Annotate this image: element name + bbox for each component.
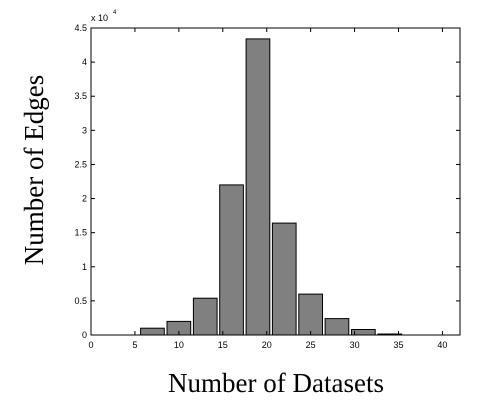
- bar: [324, 318, 350, 336]
- y-multiplier-exponent: 4: [113, 10, 117, 16]
- x-tick-label: 10: [174, 340, 184, 350]
- x-tick-label: 0: [88, 340, 93, 350]
- y-multiplier-label: x 10: [91, 13, 108, 23]
- y-tick-label: 2.5: [74, 159, 87, 169]
- x-tick-label: 20: [262, 340, 272, 350]
- bar: [219, 184, 244, 336]
- y-axis-ticks: 0 0.5 1 1.5 2 2.5 3 3.5 4 4.5: [74, 23, 460, 340]
- y-tick-label: 1: [82, 262, 87, 272]
- bar: [140, 327, 165, 336]
- bars-group: [140, 38, 403, 336]
- x-axis-ticks: 0 5 10 15 20 25 30 35 40: [88, 28, 447, 350]
- x-tick-label: 30: [350, 340, 360, 350]
- bar: [271, 222, 297, 336]
- y-tick-label: 1.5: [74, 228, 87, 238]
- y-tick-label: 4.5: [74, 23, 87, 33]
- y-axis-title: Number of Edges: [19, 75, 49, 265]
- bar: [298, 293, 323, 336]
- x-tick-label: 35: [393, 340, 403, 350]
- bar: [192, 297, 218, 336]
- y-tick-label: 3: [82, 125, 87, 135]
- x-tick-label: 15: [218, 340, 228, 350]
- x-tick-label: 25: [306, 340, 316, 350]
- bar: [245, 38, 271, 336]
- y-tick-label: 0.5: [74, 296, 87, 306]
- x-tick-label: 5: [132, 340, 137, 350]
- y-tick-label: 2: [82, 194, 87, 204]
- bar: [377, 333, 403, 336]
- x-tick-label: 40: [437, 340, 447, 350]
- y-tick-label: 4: [82, 57, 87, 67]
- y-tick-label: 0: [82, 330, 87, 340]
- bar: [351, 329, 376, 336]
- y-tick-label: 3.5: [74, 91, 87, 101]
- x-axis-title: Number of Datasets: [168, 368, 384, 398]
